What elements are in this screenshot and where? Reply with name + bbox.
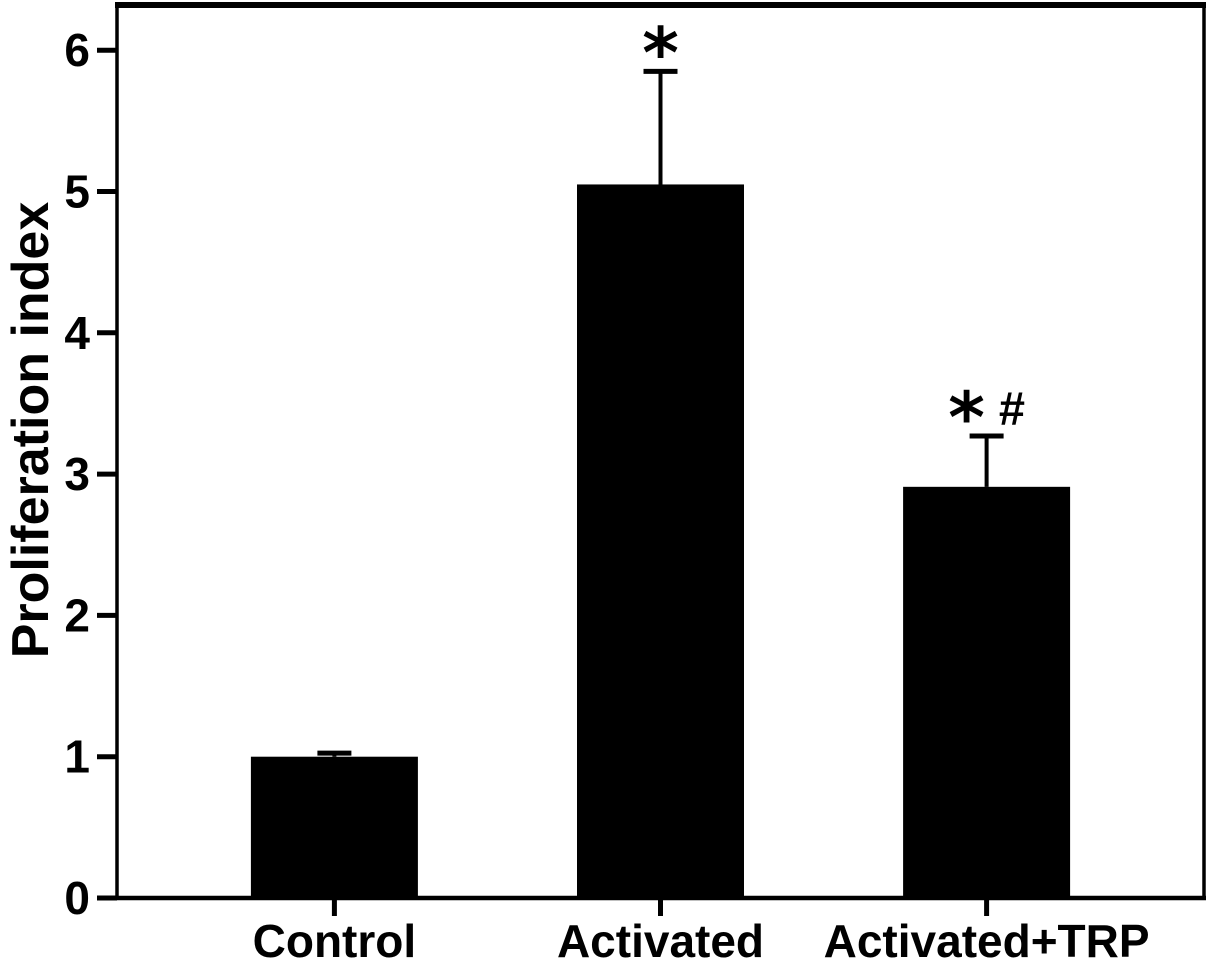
y-tick-label: 6 <box>64 24 90 76</box>
bar <box>903 486 1071 898</box>
x-tick-label: Control <box>253 915 417 966</box>
significance-annotation: * <box>642 12 679 94</box>
y-tick-label: 1 <box>64 731 90 783</box>
significance-annotation: * # <box>948 377 1025 459</box>
x-tick-label: Activated <box>557 915 764 966</box>
hash-annotation-glyph: # <box>999 382 1025 435</box>
asterisk-annotation-glyph: * <box>948 377 985 459</box>
y-tick-label: 2 <box>64 589 90 641</box>
x-tick-label: Activated+TRP <box>824 915 1150 966</box>
bar <box>577 184 744 899</box>
bar <box>250 756 418 898</box>
y-tick-label: 4 <box>64 307 90 359</box>
asterisk-annotation-glyph: * <box>642 12 679 94</box>
y-tick-label: 0 <box>64 872 90 924</box>
y-tick-label: 5 <box>64 166 90 218</box>
y-tick-label: 3 <box>64 448 90 500</box>
y-axis-title: Proliferation index <box>2 202 60 659</box>
